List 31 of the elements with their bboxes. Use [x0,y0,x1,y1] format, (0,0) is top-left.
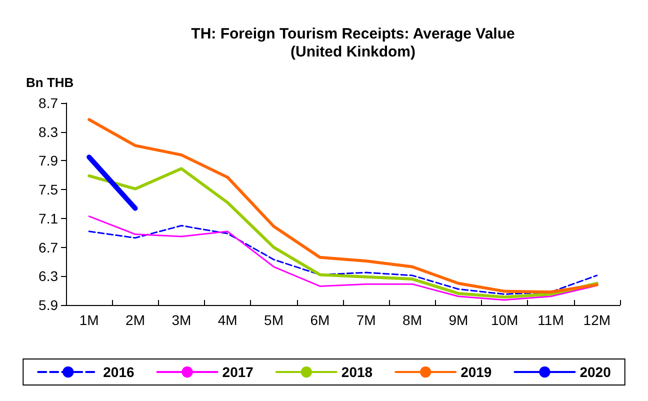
x-tick-label: 2M [126,312,145,328]
x-tick-label: 9M [448,312,468,328]
x-tick-label: 4M [218,312,238,328]
x-tick-label: 8M [402,312,422,328]
x-tick-label: 10M [490,312,518,328]
y-tick-label: 8.7 [38,95,58,111]
line-series [88,118,598,294]
y-tick-label: 5.9 [38,297,58,313]
line-series [88,224,598,295]
line-series [88,216,598,301]
x-tick-label: 6M [310,312,330,328]
legend-label: 2018 [341,364,373,380]
legend-label: 2020 [580,364,612,380]
y-tick-label: 7.5 [38,182,58,198]
legend-label: 2016 [103,364,134,380]
legend-label: 2019 [460,364,492,380]
x-tick-label: 11M [538,312,564,328]
y-tick-label: 8.3 [38,124,58,140]
y-tick-label: 7.9 [38,152,58,169]
y-tick-label: 6.3 [38,268,58,284]
x-tick-label: 12M [583,312,611,328]
x-tick-label: 1M [79,312,99,328]
x-tick-label: 7M [356,312,376,328]
y-tick-label: 6.7 [38,239,58,256]
line-series [88,167,598,299]
x-tick-label: 3M [172,312,192,328]
y-tick-label: 7.1 [38,210,58,226]
legend-label: 2017 [222,364,254,380]
chart-title: TH: Foreign Tourism Receipts: Average Value (United Kinkdom) [191,26,515,60]
y-axis-title: Bn THB [26,75,74,90]
x-tick-label: 5M [264,312,284,328]
